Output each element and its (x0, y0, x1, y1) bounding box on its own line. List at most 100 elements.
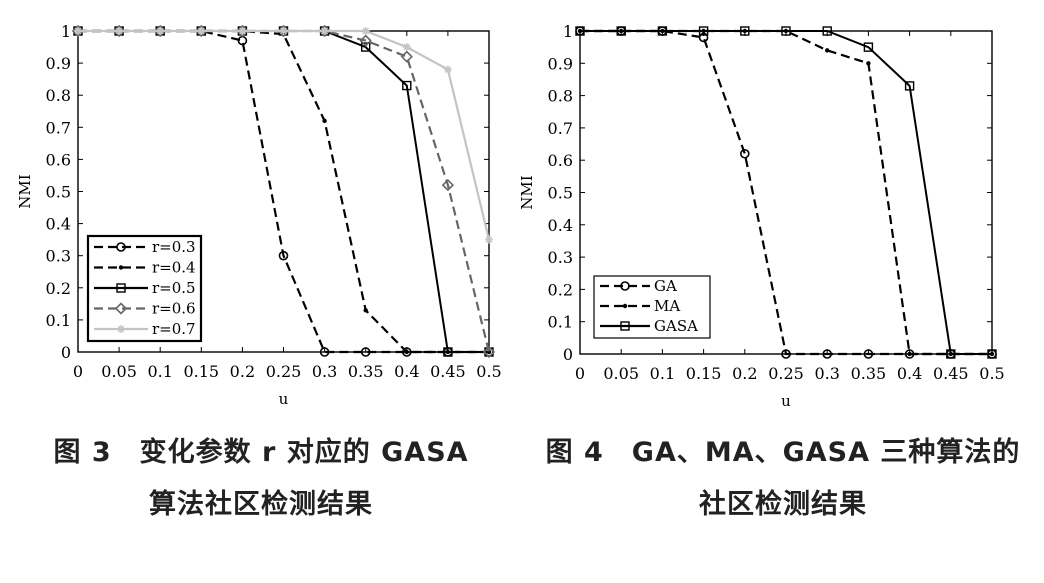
marker-circle (401, 347, 412, 357)
marker-circle (863, 349, 874, 359)
y-tick-label: 0 (61, 343, 71, 362)
series-line (78, 29, 489, 354)
marker-star (156, 27, 165, 35)
legend-item-r=0.5: r=0.5 (94, 279, 196, 297)
marker-diamond (441, 178, 455, 192)
data-point (320, 27, 329, 35)
data-point (740, 26, 750, 36)
marker-dot (866, 61, 871, 66)
data-point (74, 27, 82, 35)
x-tick-label: 0.15 (183, 362, 219, 381)
figure-3-caption-line-2: 算法社区检测结果 (149, 489, 373, 520)
x-tick-label: 0.25 (266, 362, 302, 381)
x-tick-label: 0.1 (650, 364, 675, 383)
x-axis-label: u (279, 390, 289, 408)
marker-dot (404, 349, 409, 355)
y-tick-label: 0.8 (548, 87, 573, 106)
marker-circle (116, 242, 126, 252)
y-tick-label: 0.8 (46, 86, 71, 105)
y-tick-label: 0.3 (548, 248, 573, 267)
data-point (318, 24, 331, 38)
data-point (863, 42, 874, 52)
data-point (359, 34, 372, 47)
marker-diamond (318, 24, 331, 38)
y-tick-label: 0.9 (46, 54, 71, 73)
figure-4-caption-line-2: 社区检测结果 (699, 489, 867, 520)
data-point (236, 24, 249, 38)
marker-diamond (482, 345, 496, 359)
legend-item-GASA: GASA (600, 317, 698, 335)
chart-1: 0 0.05 0.1 0.15 0.2 0.25 0.3 0.35 0.4 0.45 0.5 0 0.1… (16, 22, 502, 408)
marker-square (402, 80, 412, 91)
data-point (400, 50, 413, 63)
y-tick-label: 1 (61, 22, 71, 41)
marker-dot (363, 308, 368, 313)
data-point (907, 351, 912, 357)
legend-label: r=0.6 (152, 300, 196, 318)
data-point (195, 24, 208, 38)
marker-star (443, 65, 452, 74)
x-tick-label: 0.5 (979, 364, 1004, 383)
marker-square (620, 321, 630, 331)
data-point (277, 24, 290, 38)
data-point (482, 345, 496, 359)
figure-4-caption-line-1: 图 4 GA、MA、GASA 三种算法的 (545, 437, 1021, 468)
legend-label: r=0.5 (152, 279, 196, 297)
marker-dot (622, 303, 628, 309)
marker-star (402, 43, 411, 52)
data-point (822, 26, 832, 36)
x-tick-label: 0.3 (312, 362, 337, 381)
marker-square (116, 283, 126, 293)
legend-label: r=0.7 (152, 320, 196, 338)
data-point (402, 43, 411, 52)
series-line (580, 29, 992, 356)
series-GASA (575, 26, 997, 359)
marker-circle (360, 347, 371, 357)
marker-square (361, 42, 371, 52)
x-tick-label: 0.05 (101, 362, 137, 381)
marker-star (238, 27, 247, 35)
marker-square (781, 26, 791, 36)
x-tick-label: 0 (575, 364, 585, 383)
marker-square (946, 349, 956, 359)
data-point (363, 308, 368, 313)
marker-square (698, 26, 709, 36)
marker-star (485, 235, 493, 244)
marker-circle (822, 349, 833, 359)
figure-canvas: 0 0.05 0.1 0.15 0.2 0.25 0.3 0.35 0.4 0.45 0.5 0 0.1… (16, 22, 1005, 410)
data-point (575, 26, 585, 36)
data-point (361, 42, 371, 52)
data-point (404, 349, 409, 355)
y-axis-label: NMI (16, 174, 34, 208)
data-point (112, 24, 126, 38)
x-tick-label: 0.4 (394, 362, 419, 381)
marker-square (904, 81, 915, 91)
data-point (278, 250, 289, 261)
y-tick-label: 0.2 (46, 279, 71, 298)
y-tick-label: 0.7 (46, 118, 71, 137)
legend-item-MA: MA (600, 297, 680, 315)
x-tick-label: 0.5 (476, 362, 501, 381)
data-point (361, 27, 370, 35)
data-point (781, 26, 791, 36)
data-point (443, 347, 453, 357)
marker-diamond (112, 24, 126, 38)
data-point (863, 349, 874, 359)
data-point (360, 347, 371, 357)
y-tick-label: 0.9 (548, 54, 573, 73)
legend: GA MA GASA (593, 275, 711, 339)
marker-square (822, 26, 832, 36)
legend-label: r=0.4 (152, 259, 196, 277)
x-tick-label: 0.45 (933, 364, 969, 383)
marker-square (616, 26, 626, 36)
y-tick-label: 0.2 (548, 280, 573, 299)
data-point (739, 148, 750, 159)
marker-star (74, 27, 82, 35)
figure-3-caption-line-1: 图 3 变化参数 r 对应的 GASA (53, 437, 469, 468)
marker-diamond (71, 24, 85, 38)
data-point (401, 347, 412, 357)
marker-diamond (277, 24, 290, 38)
x-tick-label: 0.2 (732, 364, 757, 383)
y-tick-label: 0.7 (548, 119, 573, 138)
y-axis-label: NMI (518, 175, 536, 209)
